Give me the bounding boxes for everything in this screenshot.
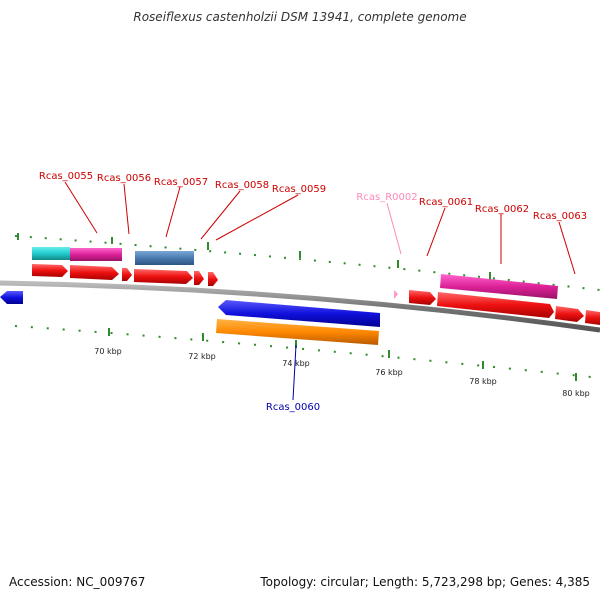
gene-arrow-rcas-0056-b[interactable]	[122, 268, 132, 281]
gene-arrow-rcas-0057[interactable]	[134, 269, 193, 284]
gene-label[interactable]: Rcas_0057	[154, 177, 208, 188]
feature-orange[interactable]	[216, 319, 379, 345]
gene-arrow-rcas-0061[interactable]	[409, 290, 436, 305]
genome-info-text: Topology: circular; Length: 5,723,298 bp…	[260, 575, 590, 589]
gene-labels: Rcas_0055 Rcas_0056 Rcas_0057 Rcas_0058 …	[39, 171, 587, 413]
label-leader-lines	[64, 181, 576, 401]
gene-label[interactable]: Rcas_0055	[39, 171, 93, 182]
gene-label[interactable]: Rcas_0062	[475, 204, 529, 215]
gene-arrow-rcas-0060[interactable]	[218, 300, 380, 327]
tick-label: 74 kbp	[282, 359, 310, 368]
tick-label: 78 kbp	[469, 377, 497, 386]
tick-label: 70 kbp	[94, 347, 122, 356]
axis-tick-labels: 70 kbp 72 kbp 74 kbp 76 kbp 78 kbp 80 kb…	[94, 347, 590, 398]
rna-arrow-rcas-r0002[interactable]	[394, 290, 398, 299]
gene-label[interactable]: Rcas_0058	[215, 180, 269, 191]
tick-label: 76 kbp	[375, 368, 403, 377]
tick-label: 80 kbp	[562, 389, 590, 398]
feature-magenta-a[interactable]	[70, 248, 122, 261]
gene-arrow-rcas-0063-a[interactable]	[555, 306, 584, 322]
gene-label[interactable]: Rcas_0059	[272, 184, 326, 195]
feature-cyan[interactable]	[32, 247, 70, 260]
page-title: Roseiflexus castenholzii DSM 13941, comp…	[133, 10, 467, 24]
gene-arrow-rcas-0056-a[interactable]	[70, 265, 119, 280]
gene-arrow-rcas-0059[interactable]	[208, 272, 218, 286]
gene-arrow-rcas-0063-b[interactable]	[585, 310, 600, 325]
tick-label: 72 kbp	[188, 352, 216, 361]
gene-label[interactable]: Rcas_0056	[97, 173, 151, 184]
rna-label[interactable]: Rcas_R0002	[356, 192, 417, 203]
feature-steel[interactable]	[135, 251, 194, 265]
gene-arrow-rcas-0062[interactable]	[437, 292, 554, 318]
gene-arrow-rcas-0055[interactable]	[32, 264, 68, 277]
gene-arrow-left-edge[interactable]	[0, 291, 23, 304]
gene-label[interactable]: Rcas_0060	[266, 402, 320, 413]
lower-tick-track	[14, 325, 600, 379]
forward-genes	[32, 264, 600, 325]
gene-label[interactable]: Rcas_0063	[533, 211, 587, 222]
accession-text: Accession: NC_009767	[9, 575, 146, 589]
feature-magenta-b[interactable]	[440, 274, 558, 299]
gene-arrow-rcas-0058[interactable]	[194, 271, 204, 285]
genome-backbone	[0, 280, 600, 333]
gene-label[interactable]: Rcas_0061	[419, 197, 473, 208]
